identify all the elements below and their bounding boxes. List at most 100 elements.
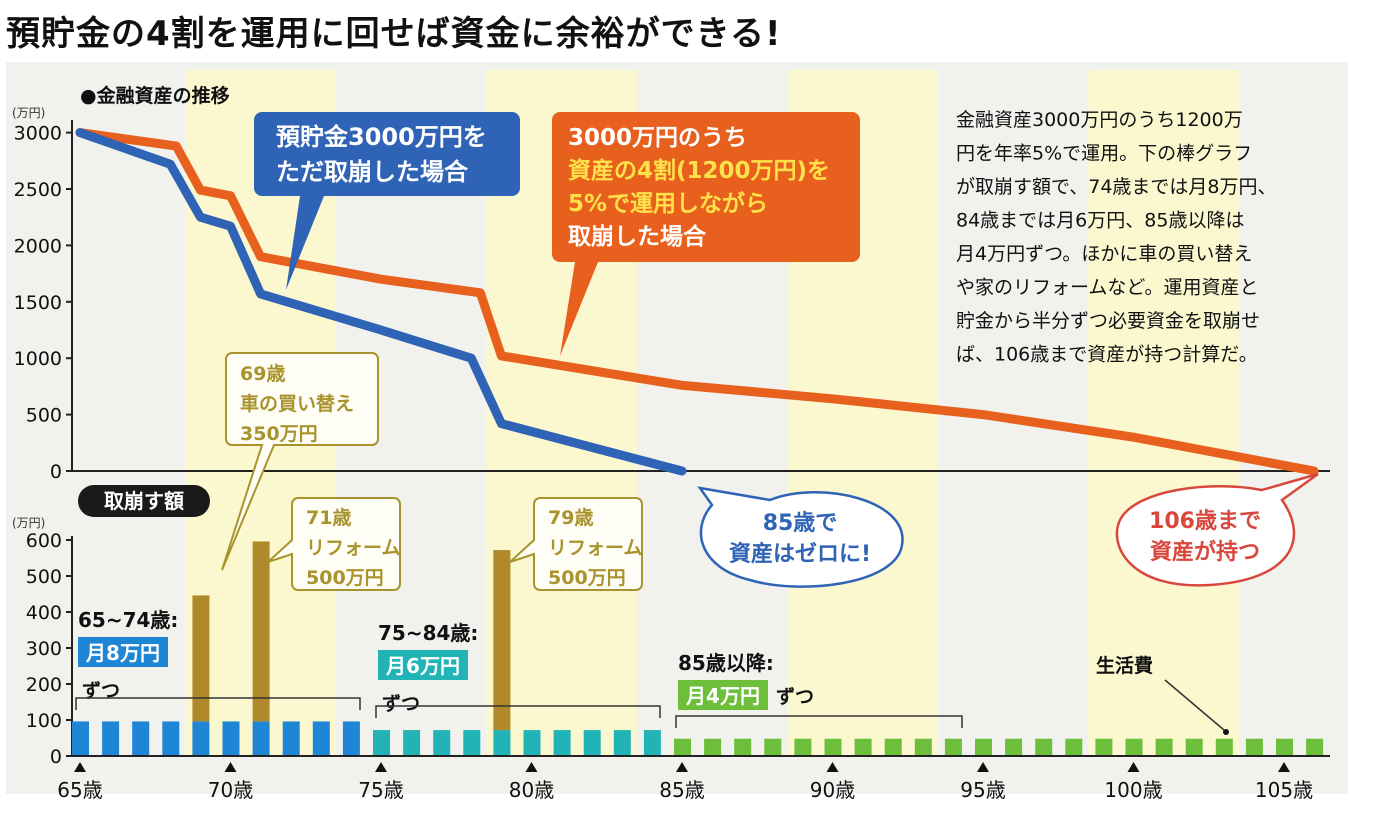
x-tick-label: 90歳 xyxy=(810,778,855,802)
bubble-zero xyxy=(697,486,904,588)
period3-amount-box xyxy=(678,680,768,710)
y-tick-label-bottom: 500 xyxy=(26,566,62,588)
living-expense-label: 生活費 xyxy=(1096,654,1153,677)
period1-suffix: ずつ xyxy=(82,680,120,702)
bar-living-expense xyxy=(613,730,631,756)
y-tick-label-bottom: 600 xyxy=(26,530,62,552)
series-line-blue xyxy=(75,128,687,476)
bar-living-expense xyxy=(192,721,210,756)
bar-living-expense xyxy=(1245,738,1263,756)
callout-orange-text: 取崩した場合 xyxy=(568,223,707,250)
stripe-band xyxy=(1088,70,1239,755)
period1-amount-box xyxy=(78,637,168,667)
bar-chart-title: 取崩す額 xyxy=(104,489,184,513)
y-tick-label-top: 3000 xyxy=(14,123,62,145)
x-tick-label: 80歳 xyxy=(509,778,554,802)
x-tick-marker xyxy=(375,762,387,772)
line-chart-title: ●金融資産の推移 xyxy=(80,84,230,107)
bar-living-expense xyxy=(704,738,722,756)
x-tick-marker xyxy=(826,762,839,772)
living-expense-dot xyxy=(1223,729,1229,735)
page-title: 預貯金の4割を運用に回せば資金に余裕ができる! xyxy=(6,14,782,54)
y-tick-label-top: 2500 xyxy=(14,179,62,201)
bar-living-expense xyxy=(764,738,782,756)
x-tick-marker xyxy=(977,762,989,772)
bar-living-expense xyxy=(1095,738,1113,756)
bar-living-expense xyxy=(493,730,511,756)
bar-living-expense xyxy=(643,730,661,756)
period2-suffix: ずつ xyxy=(382,693,420,715)
x-tick-marker xyxy=(1127,762,1140,772)
x-axis: 65歳 70歳 75歳 80歳 85歳 90歳 95歳 100歳 105歳 xyxy=(57,762,1313,802)
bar-special-expense xyxy=(493,550,511,731)
period3-suffix: ずつ xyxy=(776,686,814,708)
bar-living-expense xyxy=(463,730,481,756)
y-axis-top: 0 500 1000 1500 2000 2500 3000 (万円) ●金融資産の推移 xyxy=(12,84,1330,483)
y-unit-bottom: (万円) xyxy=(12,516,45,530)
bar-living-expense xyxy=(1065,738,1083,756)
x-tick-label: 100歳 xyxy=(1104,778,1162,802)
y-unit-top: (万円) xyxy=(12,106,45,120)
bar-living-expense xyxy=(975,738,992,756)
x-tick-marker xyxy=(1278,762,1290,772)
bracket-period2 xyxy=(375,705,661,718)
y-axis-bottom: 0 100 200 300 400 500 600(万円) 取崩す額 xyxy=(12,485,210,768)
bracket-period1 xyxy=(75,697,361,710)
bar-special-expense xyxy=(192,595,210,722)
living-expense-pointer xyxy=(1164,679,1225,731)
y-tick-label-top: 1500 xyxy=(14,292,62,314)
bar-living-expense xyxy=(1005,738,1023,756)
y-tick-label-bottom: 200 xyxy=(26,674,62,696)
callout-orange-text: 資産の4割(1200万円)を xyxy=(568,157,830,184)
x-tick-label: 65歳 xyxy=(57,778,102,802)
car-note-text: 69歳車の買い替え 350万円 xyxy=(240,363,354,445)
bar-living-expense xyxy=(914,738,932,756)
bar-series xyxy=(72,541,1330,757)
callout-blue-text: 預貯金3000万円をただ取崩した場合 xyxy=(276,123,487,186)
bar-living-expense xyxy=(373,730,390,756)
note-text: 金融資産3000万円のうち1200万円を年率5%で運用。下の棒グラフが取崩す額で… xyxy=(956,109,1277,366)
bar-chart-title-pill xyxy=(78,485,210,517)
x-tick-marker xyxy=(224,762,237,772)
series-line-orange xyxy=(75,128,1319,476)
x-tick-label: 95歳 xyxy=(960,778,1005,802)
bar-living-expense xyxy=(1185,738,1203,756)
bubble-zero-text: 85歳で資産はゼロに! xyxy=(729,511,871,567)
reform2-note-box xyxy=(509,497,643,591)
callout-orange-text: 3000万円のうち xyxy=(568,125,747,151)
x-tick-label: 70歳 xyxy=(208,778,253,802)
bar-living-expense xyxy=(1306,738,1324,756)
bar-living-expense xyxy=(72,721,89,756)
bubble-lasts-text: 106歳まで資産が持つ xyxy=(1149,509,1261,565)
x-tick-label: 75歳 xyxy=(358,778,403,802)
callout-orange-text: 5%で運用しながら xyxy=(568,190,768,217)
bar-living-expense xyxy=(222,721,240,756)
period3-amount: 月4万円 xyxy=(685,684,760,708)
bar-living-expense xyxy=(1125,738,1143,756)
bar-living-expense xyxy=(102,721,120,756)
bar-living-expense xyxy=(342,721,360,756)
bar-living-expense xyxy=(1035,738,1053,756)
bubble-lasts xyxy=(1115,472,1319,587)
callout-orange xyxy=(552,112,860,356)
bar-living-expense xyxy=(674,738,691,756)
bar-living-expense xyxy=(433,730,451,756)
bar-living-expense xyxy=(884,738,902,756)
bar-special-expense xyxy=(252,541,270,722)
bar-living-expense xyxy=(403,730,421,756)
x-tick-label: 105歳 xyxy=(1255,778,1313,802)
x-tick-marker xyxy=(74,762,86,772)
bar-living-expense xyxy=(794,738,812,756)
bar-living-expense xyxy=(553,730,571,756)
y-tick-label-top: 1000 xyxy=(14,348,62,370)
bar-living-expense xyxy=(1155,738,1173,756)
bar-living-expense xyxy=(854,738,872,756)
bar-living-expense xyxy=(944,738,962,756)
x-tick-marker xyxy=(525,762,538,772)
y-tick-label-bottom: 0 xyxy=(50,746,62,768)
bar-living-expense xyxy=(252,721,270,756)
reform1-note-box xyxy=(267,497,401,591)
y-tick-label-bottom: 400 xyxy=(26,602,62,624)
period2-amount-box xyxy=(378,650,468,680)
